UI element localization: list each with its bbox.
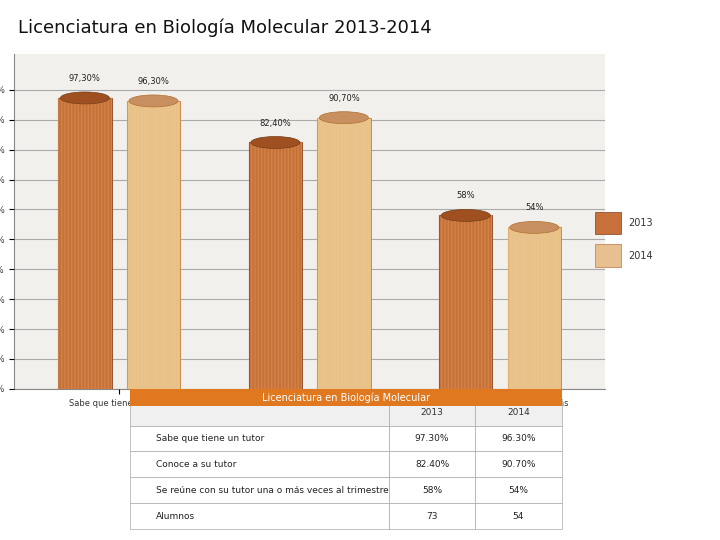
Text: Licenciatura en Biología Molecular 2013-2014: Licenciatura en Biología Molecular 2013-… [18,19,432,37]
Text: 58%: 58% [456,192,475,200]
Ellipse shape [60,92,109,104]
Ellipse shape [320,112,369,124]
Text: Licenciatura en Biología Molecular: Licenciatura en Biología Molecular [261,392,430,403]
Bar [127,101,180,389]
Bar [318,118,371,389]
Bar [248,143,302,389]
Ellipse shape [129,95,178,107]
Bar [439,215,492,389]
Bar [14,54,605,389]
Bar [595,212,621,234]
Bar [58,98,112,389]
Text: 2014: 2014 [629,251,653,261]
Text: 2013: 2013 [629,218,653,228]
Text: 97,30%: 97,30% [69,74,101,83]
Bar [508,227,561,389]
Ellipse shape [251,137,300,148]
Bar [439,215,492,389]
Bar [127,101,180,389]
Ellipse shape [441,210,490,221]
Bar [14,54,605,389]
Bar [595,244,621,267]
Text: 82,40%: 82,40% [259,119,291,127]
Text: 90,70%: 90,70% [328,94,360,103]
Text: 96,30%: 96,30% [138,77,169,86]
Bar [318,118,371,389]
Bar [58,98,112,389]
Ellipse shape [510,221,559,233]
Bar [248,143,302,389]
Bar [508,227,561,389]
Text: 54%: 54% [525,204,544,212]
